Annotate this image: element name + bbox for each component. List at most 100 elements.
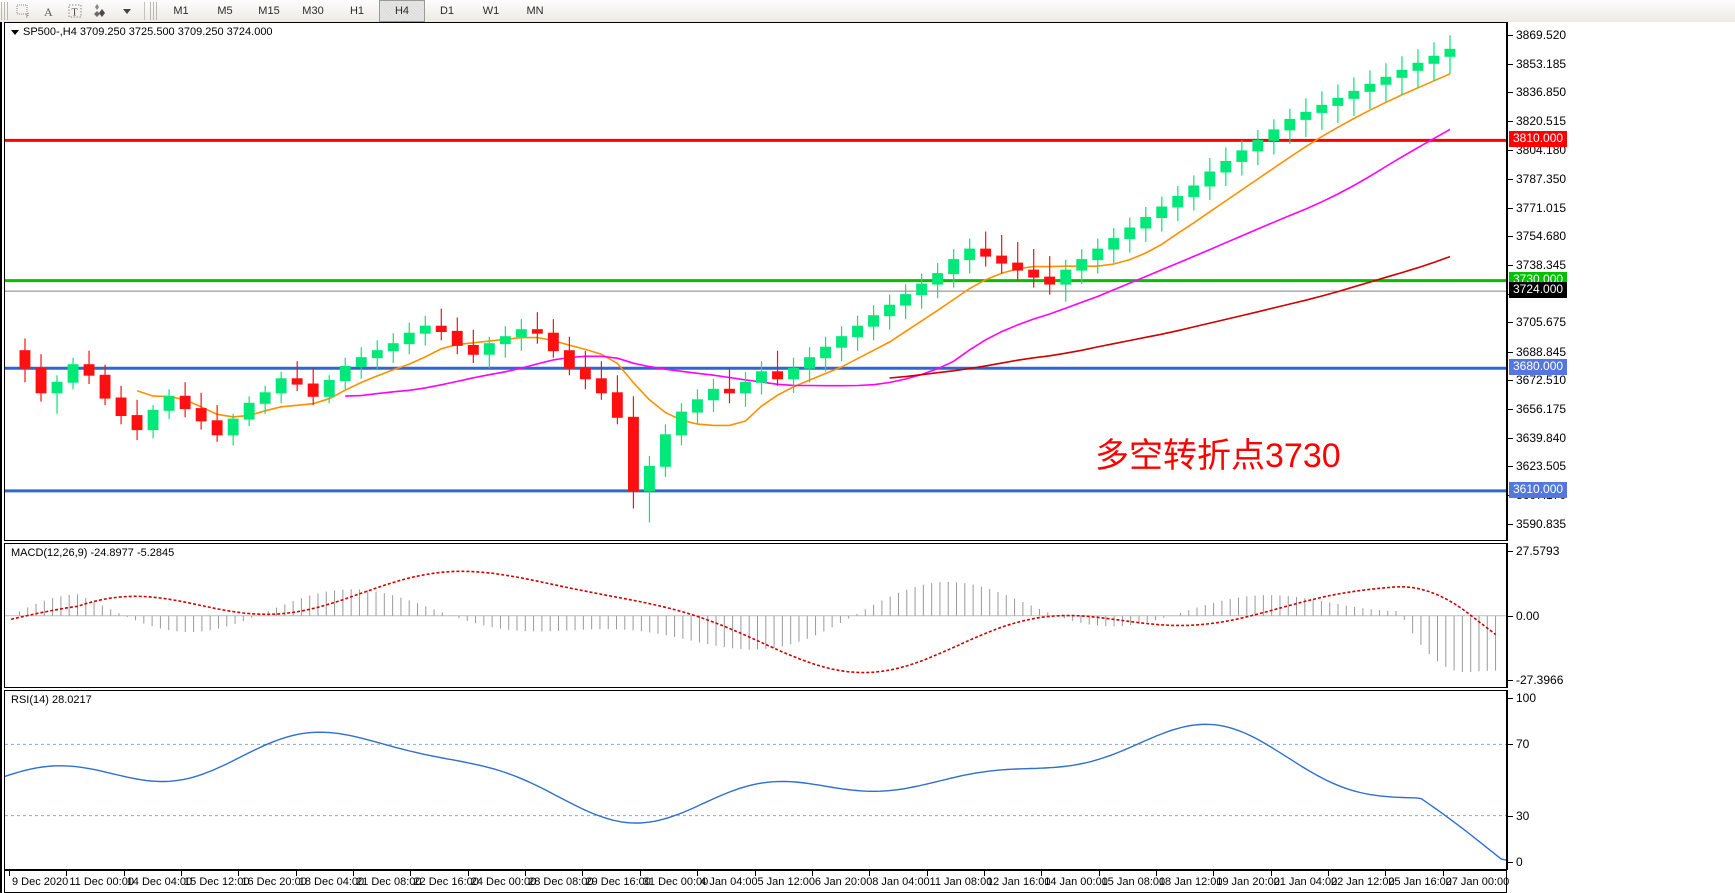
macd-axis-tick [1508, 551, 1513, 552]
price-axis-label: 3836.850 [1516, 85, 1567, 100]
time-axis-label: 25 Jan 16:00 [1388, 876, 1452, 888]
rsi-axis-label: 100 [1516, 691, 1537, 705]
price-axis-tick [1508, 264, 1513, 266]
rsi-axis-tick [1508, 816, 1513, 817]
timeframe-mn[interactable]: MN [526, 5, 544, 17]
rsi-axis: 100 70 30 0 [1507, 690, 1735, 870]
time-axis-tick [123, 871, 125, 876]
chart-frame: SP500-,H4 3709.250 3725.500 3709.250 372… [0, 22, 1735, 893]
timeframe-m1[interactable]: M1 [173, 5, 189, 17]
time-axis-label: 12 Jan 16:00 [986, 876, 1051, 888]
time-axis-tick [1213, 871, 1215, 876]
time-axis-label: 15 Jan 08:00 [1101, 876, 1166, 888]
time-axis-label: 31 Dec 00:00 [642, 876, 709, 888]
timeframe-m30[interactable]: M30 [302, 5, 324, 17]
time-axis-tick [181, 871, 183, 876]
price-axis-tick [1508, 466, 1513, 468]
price-tag-3810-000[interactable]: 3810.000 [1509, 131, 1568, 148]
macd-axis-label: -27.3966 [1516, 673, 1564, 687]
price-axis-tick [1508, 35, 1513, 37]
rsi-axis-tick [1508, 698, 1513, 699]
price-tag-3724-000[interactable]: 3724.000 [1509, 282, 1568, 299]
text-label-icon[interactable]: T [62, 1, 88, 21]
macd-axis: 27.5793 0.00 -27.3966 [1507, 543, 1735, 688]
timeframe-m5[interactable]: M5 [217, 5, 233, 17]
time-axis-label: 18 Dec 04:00 [298, 876, 365, 888]
toolbar: F A T M1 M5 M15 M30 [0, 0, 1735, 23]
time-axis-tick [926, 871, 928, 876]
time-axis-label: 21 Jan 04:00 [1273, 876, 1338, 888]
rsi-title: RSI(14) 28.0217 [11, 694, 92, 706]
macd-canvas [5, 570, 1506, 674]
price-axis-label: 3672.510 [1516, 373, 1567, 388]
time-axis-tick [1442, 871, 1444, 876]
time-axis-label: 27 Jan 00:00 [1445, 876, 1510, 888]
time-axis-label: 11 Jan 08:00 [929, 876, 993, 888]
price-axis[interactable]: 3869.520 3853.185 3836.850 3820.515 3804.180… [1507, 22, 1735, 541]
time-axis-label: 16 Dec 20:00 [241, 876, 307, 888]
price-tag-3610-000[interactable]: 3610.000 [1509, 481, 1568, 498]
time-axis-tick [869, 871, 871, 876]
macd-pane[interactable]: MACD(12,26,9) -24.8977 -5.2845 [4, 543, 1507, 688]
price-axis-tick [1508, 380, 1513, 382]
text-a-icon[interactable]: A [36, 1, 62, 21]
price-axis-label: 3623.505 [1516, 459, 1567, 474]
time-axis-tick [238, 871, 240, 876]
time-axis-tick [9, 871, 10, 876]
svg-text:F: F [26, 13, 30, 19]
price-axis-tick [1508, 179, 1513, 181]
time-axis-label: 24 Dec 00:00 [470, 876, 537, 888]
time-axis-tick [1270, 871, 1272, 876]
dropdown-arrow-icon[interactable] [114, 1, 140, 21]
time-axis-label: 4 Jan 04:00 [700, 876, 758, 888]
symbol-collapse-icon[interactable] [11, 30, 19, 35]
time-axis-label: 22 Jan 12:00 [1330, 876, 1395, 888]
price-tag-3680-000[interactable]: 3680.000 [1509, 359, 1568, 376]
rsi-canvas [5, 723, 1506, 861]
time-axis-label: 6 Jan 20:00 [814, 876, 873, 888]
timeframe-m15[interactable]: M15 [258, 5, 280, 17]
svg-text:A: A [44, 5, 53, 18]
rsi-axis-label: 70 [1516, 737, 1530, 751]
svg-text:T: T [71, 7, 77, 18]
price-pane[interactable]: SP500-,H4 3709.250 3725.500 3709.250 372… [4, 22, 1507, 541]
price-axis-label: 3656.175 [1516, 402, 1567, 416]
time-axis[interactable]: 9 Dec 2020 11 Dec 00:00 14 Dec 04:00 15 Dec… [4, 870, 1510, 893]
time-axis-tick [66, 871, 68, 876]
price-axis-tick [1508, 523, 1513, 525]
price-axis-label: 3787.350 [1516, 172, 1567, 187]
time-axis-label: 19 Jan 20:00 [1216, 876, 1280, 888]
time-axis-tick [1155, 871, 1157, 876]
timeframe-h1[interactable]: H1 [349, 5, 365, 17]
price-axis-tick [1508, 92, 1513, 94]
timeframe-w1[interactable]: W1 [482, 5, 500, 17]
time-axis-label: 21 Dec 08:00 [356, 876, 422, 888]
macd-title: MACD(12,26,9) -24.8977 -5.2845 [11, 547, 175, 559]
macd-axis-tick [1508, 615, 1513, 617]
crosshair-f-icon[interactable]: F [10, 1, 36, 21]
time-axis-tick [697, 871, 699, 876]
macd-axis-label: 27.5793 [1516, 544, 1560, 558]
indicators-icon[interactable] [88, 1, 114, 21]
time-axis-tick [639, 871, 641, 876]
time-axis-tick [1041, 871, 1043, 876]
time-axis-label: 5 Jan 12:00 [757, 876, 816, 888]
timeframe-h4[interactable]: H4 [379, 0, 425, 22]
rsi-pane[interactable]: RSI(14) 28.0217 [4, 690, 1507, 870]
time-axis-tick [754, 871, 756, 876]
rsi-axis-label: 30 [1516, 809, 1530, 823]
time-axis-tick [1327, 871, 1329, 876]
timeframe-d1[interactable]: D1 [439, 5, 455, 17]
rsi-axis-tick [1508, 744, 1513, 745]
time-axis-tick [582, 871, 584, 876]
price-axis-label: 3754.680 [1516, 229, 1567, 244]
price-axis-tick [1508, 207, 1513, 209]
toolbar-grip-2[interactable] [150, 2, 157, 20]
time-axis-label: 29 Dec 16:00 [585, 876, 651, 888]
price-axis-label: 3869.520 [1516, 28, 1567, 43]
toolbar-grip-1[interactable] [1, 2, 8, 20]
price-canvas [5, 35, 1506, 523]
price-axis-tick [1508, 437, 1513, 439]
price-axis-label: 3853.185 [1516, 56, 1567, 71]
